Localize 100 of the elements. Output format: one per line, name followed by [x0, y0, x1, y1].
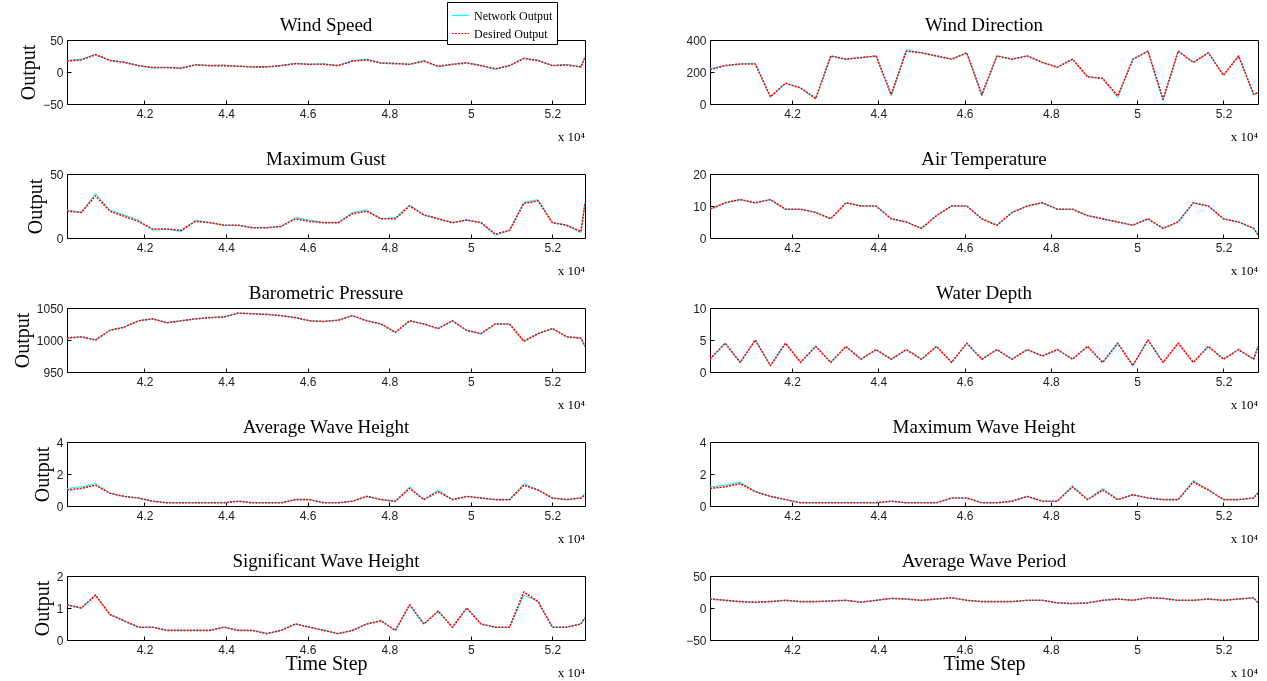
y-tick-label: 2	[56, 467, 64, 482]
x-tick-label: 4.4	[870, 374, 888, 389]
x-tick-label: 4.4	[870, 508, 888, 523]
x-tick-label: 5	[1134, 642, 1142, 657]
chart-title: Wind Direction	[925, 14, 1044, 35]
x-tick-label: 4.8	[1043, 240, 1061, 255]
text: x 10⁴	[557, 665, 586, 680]
x-tick-label: 4.4	[218, 642, 236, 657]
y-axis-title: Output	[24, 178, 48, 235]
y-tick-label: 10	[693, 199, 707, 214]
y-tick-label: 0	[699, 97, 707, 112]
chart-title: Water Depth	[935, 282, 1033, 303]
x-tick-label: 4.6	[956, 106, 974, 121]
y-tick-label: 1000	[36, 333, 64, 348]
x-tick-label: 4.6	[956, 374, 974, 389]
x-tick-label: 4.4	[870, 106, 888, 121]
x-tick-label: 4.8	[1043, 106, 1061, 121]
y-tick-label: 950	[43, 365, 64, 380]
x-tick-label: 4.8	[381, 508, 399, 523]
y-tick-label: 50	[50, 167, 64, 182]
y-tick-label: 50	[50, 33, 64, 48]
x-tick-label: 5	[467, 642, 475, 657]
x-tick-label: 4.2	[784, 374, 802, 389]
x-tick-label: 4.4	[870, 642, 888, 657]
chart-title: Wind Speed	[279, 14, 373, 35]
y-tick-label: 0	[56, 633, 64, 648]
line-series	[67, 53, 585, 70]
x-tick-label: 4.2	[784, 106, 802, 121]
y-tick-label: 1	[56, 601, 64, 616]
x-tick-label: 5	[467, 374, 475, 389]
x-tick-label: 5.2	[1215, 374, 1233, 389]
text: x 10⁴	[1230, 397, 1259, 412]
line-series	[710, 339, 1258, 367]
x-tick-label: 5.2	[544, 642, 562, 657]
x-tick-label: 4.2	[784, 240, 802, 255]
line-series	[67, 312, 585, 347]
x-tick-label: 5	[467, 106, 475, 121]
y-tick-label: 400	[686, 33, 707, 48]
x-tick-label: 4.4	[870, 240, 888, 255]
chart-title: Average Wave Height	[242, 416, 411, 437]
x-tick-label: 4.8	[381, 106, 399, 121]
y-tick-label: 50	[693, 569, 707, 584]
x-tick-label: 4.8	[381, 240, 399, 255]
y-tick-label: 2	[699, 467, 707, 482]
y-tick-label: 5	[699, 333, 707, 348]
x-tick-label: 5	[467, 508, 475, 523]
x-tick-label: 4.6	[299, 374, 317, 389]
x-tick-label: 5.2	[544, 374, 562, 389]
y-tick-label: −50	[43, 97, 64, 112]
x-tick-label: 4.8	[1043, 374, 1061, 389]
x-tick-label: 4.2	[136, 642, 154, 657]
text: x 10⁴	[557, 263, 586, 278]
text: x 10⁴	[557, 531, 586, 546]
x-tick-label: 5.2	[1215, 642, 1233, 657]
y-tick-label: 2	[56, 569, 64, 584]
y-tick-label: 0	[56, 231, 64, 246]
chart-title: Significant Wave Height	[232, 550, 421, 571]
y-tick-label: 20	[693, 167, 707, 182]
x-tick-label: 5	[1134, 240, 1142, 255]
y-tick-label: 0	[56, 65, 64, 80]
x-tick-label: 5.2	[544, 240, 562, 255]
text: x 10⁴	[1230, 263, 1259, 278]
x-tick-label: 4.2	[136, 508, 154, 523]
x-tick-label: 4.6	[956, 508, 974, 523]
y-axis-title: Output	[10, 312, 34, 369]
text: x 10⁴	[557, 129, 586, 144]
x-tick-label: 5.2	[544, 106, 562, 121]
x-tick-label: 5.2	[1215, 106, 1233, 121]
text: x 10⁴	[557, 397, 586, 412]
x-tick-label: 4.2	[136, 106, 154, 121]
y-tick-label: 0	[699, 601, 707, 616]
x-tick-label: 4.4	[218, 374, 236, 389]
y-tick-label: 4	[699, 435, 707, 450]
x-tick-label: 5.2	[1215, 508, 1233, 523]
x-tick-label: 4.2	[136, 374, 154, 389]
x-tick-label: 4.6	[956, 240, 974, 255]
x-tick-label: 4.2	[136, 240, 154, 255]
y-tick-label: 0	[699, 499, 707, 514]
text: x 10⁴	[1230, 129, 1259, 144]
x-tick-label: 4.4	[218, 508, 236, 523]
x-tick-label: 4.4	[218, 106, 236, 121]
x-tick-label: 4.6	[299, 508, 317, 523]
x-tick-label: 4.8	[381, 642, 399, 657]
x-tick-label: 5	[467, 240, 475, 255]
y-tick-label: 0	[56, 499, 64, 514]
x-tick-label: 4.6	[299, 106, 317, 121]
y-tick-label: 0	[699, 231, 707, 246]
y-tick-label: 0	[699, 365, 707, 380]
x-tick-label: 5	[1134, 106, 1142, 121]
y-tick-label: 1050	[36, 301, 64, 316]
x-tick-label: 4.8	[1043, 508, 1061, 523]
x-tick-label: 5	[1134, 374, 1142, 389]
y-tick-label: 10	[693, 301, 707, 316]
y-tick-label: −50	[686, 633, 707, 648]
x-tick-label: 5.2	[544, 508, 562, 523]
legend-label: Network Output	[474, 8, 553, 23]
y-axis-title: Output	[30, 580, 54, 637]
y-tick-label: 4	[56, 435, 64, 450]
y-axis-title: Output	[30, 446, 54, 503]
x-tick-label: 4.2	[784, 642, 802, 657]
